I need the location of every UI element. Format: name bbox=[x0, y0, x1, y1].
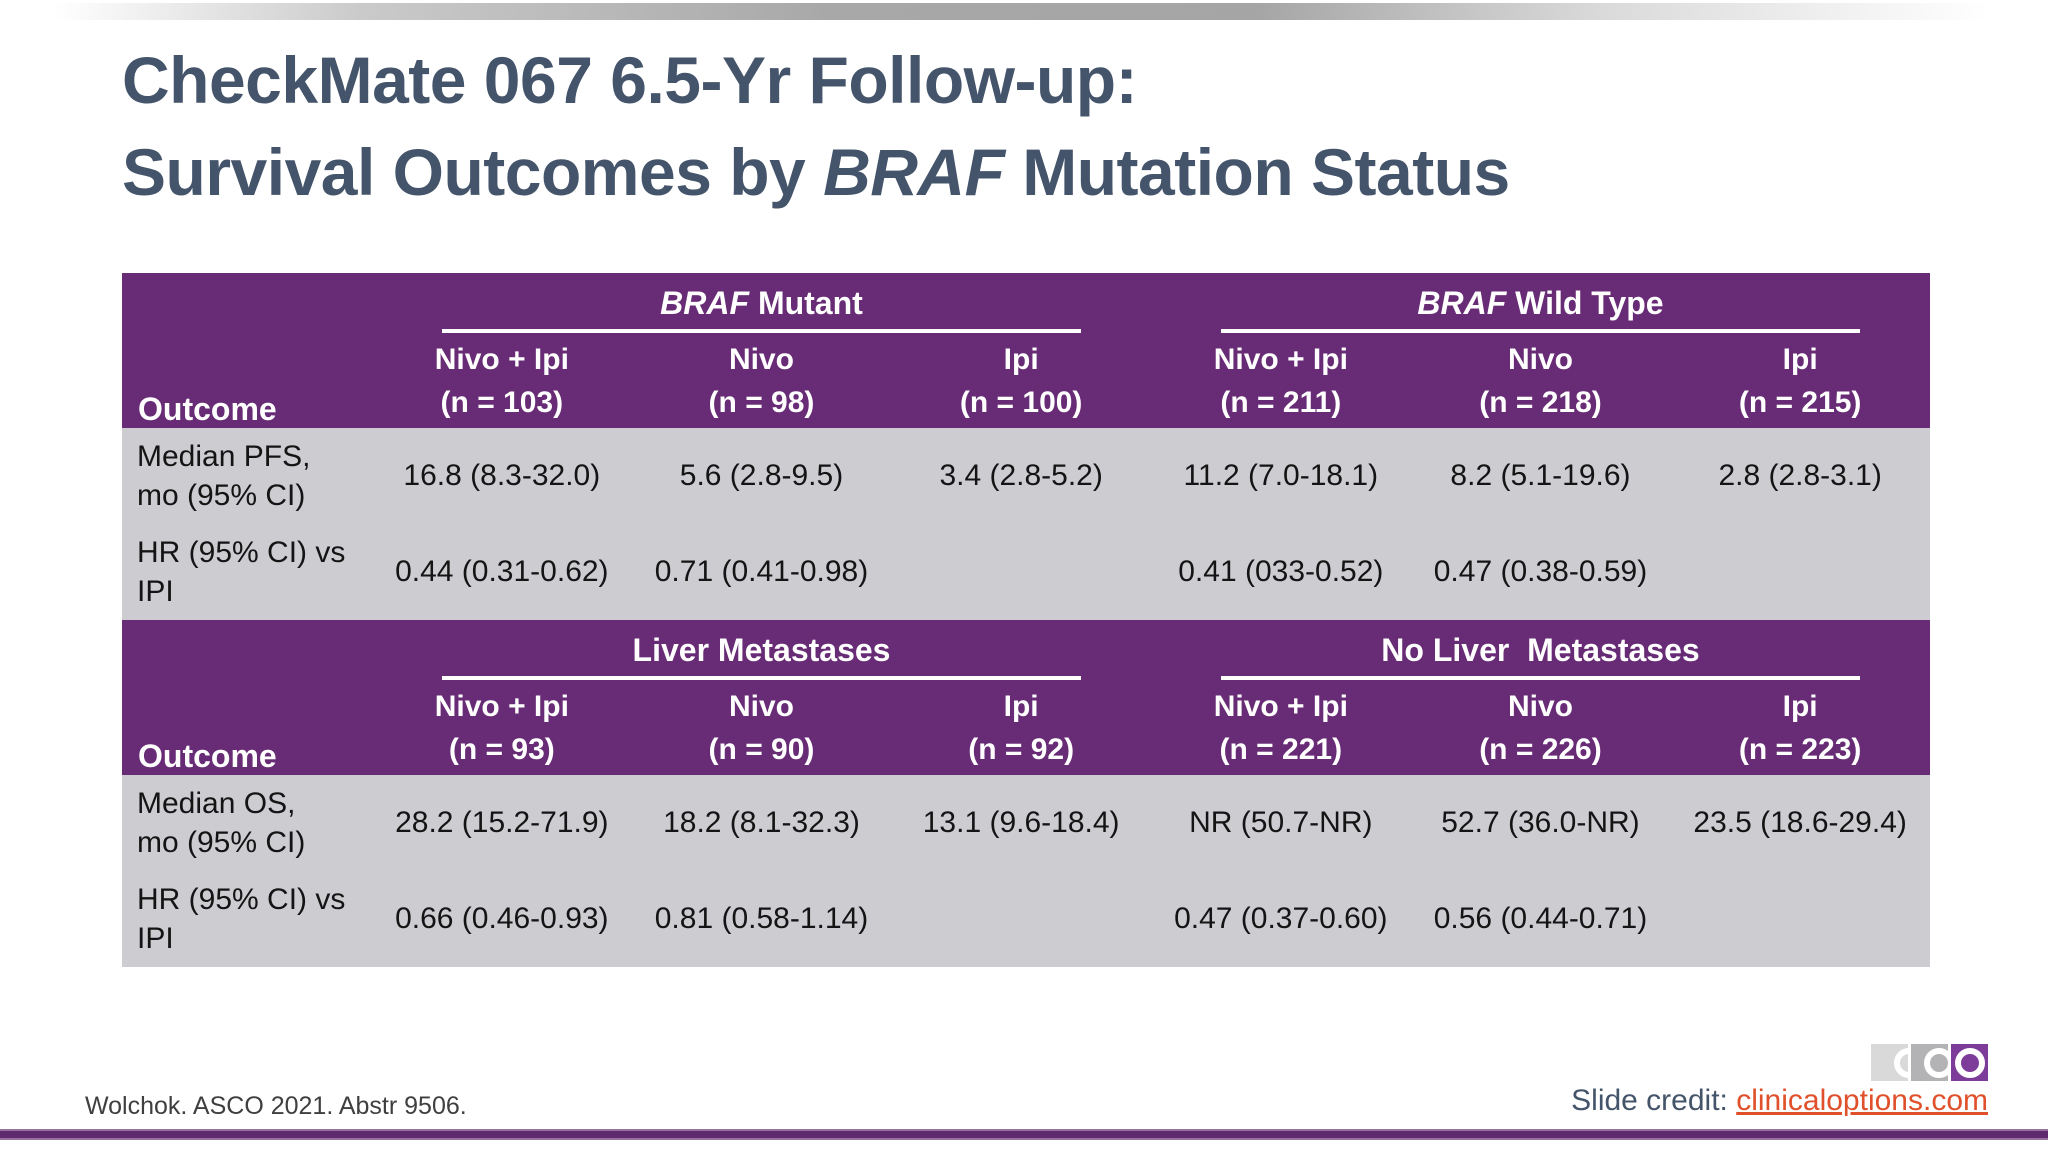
data-cell: 0.56 (0.44-0.71) bbox=[1433, 902, 1648, 935]
row-label: Median OS, mo (95% CI) bbox=[137, 787, 306, 859]
data-cell: 28.2 (15.2-71.9) bbox=[395, 806, 609, 839]
title-braf-italic: BRAF bbox=[823, 135, 1005, 210]
data-cell: 0.47 (0.37-0.60) bbox=[1174, 902, 1388, 935]
data-cell: 13.1 (9.6-18.4) bbox=[922, 806, 1120, 839]
data-cell bbox=[1670, 871, 1930, 967]
data-cell: 11.2 (7.0-18.1) bbox=[1183, 459, 1379, 492]
logo-o-icon bbox=[1954, 1047, 1985, 1078]
outcome-header: Outcome bbox=[122, 273, 372, 428]
data-cell: 23.5 (18.6-29.4) bbox=[1693, 806, 1907, 839]
table-row: Outcome Liver Metastases No Liver Metast… bbox=[122, 620, 1930, 775]
data-cell: 0.71 (0.41-0.98) bbox=[654, 555, 869, 588]
table-row: HR (95% CI) vs IPI 0.66 (0.46-0.93) 0.81… bbox=[122, 871, 1930, 967]
group-header-braf-mutant: BRAF Mutant bbox=[372, 273, 1151, 335]
slide-credit: Slide credit: clinicaloptions.com bbox=[1571, 1084, 1988, 1118]
outcome-header: Outcome bbox=[122, 620, 372, 775]
footer-reference: Wolchok. ASCO 2021. Abstr 9506. bbox=[85, 1092, 467, 1120]
title-line-1: CheckMate 067 6.5-Yr Follow-up: bbox=[122, 43, 1138, 117]
slide-credit-label: Slide credit: bbox=[1571, 1084, 1737, 1117]
column-header: Ipi (n = 223) bbox=[1670, 682, 1930, 775]
slide-credit-link[interactable]: clinicaloptions.com bbox=[1736, 1084, 1988, 1117]
data-cell: NR (50.7-NR) bbox=[1189, 806, 1373, 839]
data-cell bbox=[891, 871, 1151, 967]
data-cell: 0.81 (0.58-1.14) bbox=[654, 902, 869, 935]
data-cell: 16.8 (8.3-32.0) bbox=[403, 459, 601, 492]
column-header: Nivo + Ipi (n = 211) bbox=[1151, 335, 1411, 428]
column-header: Nivo + Ipi (n = 221) bbox=[1150, 682, 1411, 775]
data-cell: 3.4 (2.8-5.2) bbox=[939, 459, 1103, 492]
data-cell bbox=[891, 524, 1151, 620]
column-header: Ipi (n = 215) bbox=[1670, 335, 1930, 428]
table-row: Nivo + Ipi (n = 103) Nivo (n = 98) Ipi (n =… bbox=[122, 335, 1930, 428]
bottom-accent-bar bbox=[0, 1129, 2048, 1140]
logo-c-icon bbox=[1924, 1047, 1948, 1078]
group-header-braf-wild-type: BRAF Wild Type bbox=[1151, 273, 1930, 335]
table-row: Median PFS, mo (95% CI) 16.8 (8.3-32.0) … bbox=[122, 428, 1930, 524]
column-header: Ipi (n = 92) bbox=[891, 682, 1151, 775]
data-cell bbox=[1670, 524, 1930, 620]
row-label: Median PFS, mo (95% CI) bbox=[137, 440, 311, 512]
logo-c-icon bbox=[1894, 1047, 1908, 1078]
row-label: HR (95% CI) vs IPI bbox=[137, 536, 346, 608]
table-row: HR (95% CI) vs IPI 0.44 (0.31-0.62) 0.71… bbox=[122, 524, 1930, 620]
column-header: Nivo + Ipi (n = 103) bbox=[372, 335, 632, 428]
group-header-liver-metastases: Liver Metastases bbox=[372, 620, 1151, 682]
table-braf-status: Outcome BRAF Mutant BRAF Wild Type Nivo … bbox=[122, 273, 1930, 620]
group-header-no-liver-metastases: No Liver Metastases bbox=[1150, 620, 1930, 682]
data-cell: 0.66 (0.46-0.93) bbox=[395, 902, 609, 935]
data-cell: 5.6 (2.8-9.5) bbox=[679, 459, 844, 492]
title-line-2: Survival Outcomes by BRAF Mutation Statu… bbox=[122, 135, 1510, 210]
data-cell: 0.41 (033-0.52) bbox=[1178, 555, 1384, 588]
data-cell: 18.2 (8.1-32.3) bbox=[663, 806, 860, 839]
data-cell: 2.8 (2.8-3.1) bbox=[1718, 459, 1882, 492]
data-cell: 0.47 (0.38-0.59) bbox=[1433, 555, 1648, 588]
tables-wrap: Outcome BRAF Mutant BRAF Wild Type Nivo … bbox=[122, 273, 1930, 967]
table-liver-metastases: Outcome Liver Metastases No Liver Metast… bbox=[122, 620, 1930, 967]
column-header: Nivo (n = 218) bbox=[1410, 335, 1671, 428]
page-title: CheckMate 067 6.5-Yr Follow-up: Survival… bbox=[122, 34, 1510, 219]
logo-square-c1 bbox=[1871, 1044, 1908, 1081]
column-header: Nivo + Ipi (n = 93) bbox=[372, 682, 632, 775]
column-header: Nivo (n = 90) bbox=[631, 682, 892, 775]
cco-logo bbox=[1871, 1044, 1988, 1081]
column-header: Nivo (n = 98) bbox=[631, 335, 892, 428]
row-label: HR (95% CI) vs IPI bbox=[137, 883, 346, 955]
table-row: Nivo + Ipi (n = 93) Nivo (n = 90) Ipi (n = … bbox=[122, 682, 1930, 775]
top-gradient-bar bbox=[55, 3, 1990, 20]
data-cell: 52.7 (36.0-NR) bbox=[1441, 806, 1640, 839]
data-cell: 8.2 (5.1-19.6) bbox=[1450, 459, 1631, 492]
data-cell: 0.44 (0.31-0.62) bbox=[395, 555, 609, 588]
column-header: Nivo (n = 226) bbox=[1410, 682, 1671, 775]
logo-square-c2 bbox=[1911, 1044, 1948, 1081]
table-row: Median OS, mo (95% CI) 28.2 (15.2-71.9) … bbox=[122, 775, 1930, 871]
logo-square-o bbox=[1951, 1044, 1988, 1081]
table-row: Outcome BRAF Mutant BRAF Wild Type bbox=[122, 273, 1930, 428]
column-header: Ipi (n = 100) bbox=[891, 335, 1151, 428]
